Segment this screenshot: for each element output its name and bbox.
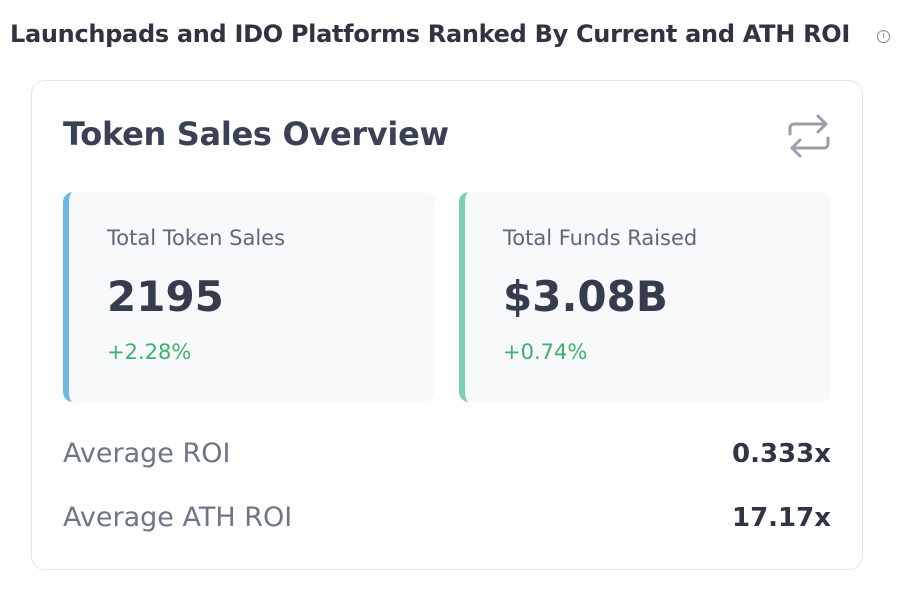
overview-card	[31, 80, 863, 570]
row-value: 0.333x	[731, 439, 831, 469]
card-title: Token Sales Overview	[63, 115, 449, 153]
stat-value: $3.08B	[503, 272, 668, 321]
row-label: Average ROI	[63, 438, 231, 469]
info-icon[interactable]: i	[877, 30, 890, 43]
row-label: Average ATH ROI	[63, 502, 293, 533]
stat-value: 2195	[107, 272, 224, 321]
swap-icon[interactable]	[786, 112, 832, 160]
stat-box: Total Token Sales 2195 +2.28%	[63, 192, 435, 402]
stat-label: Total Funds Raised	[503, 226, 698, 250]
stat-change: +2.28%	[107, 340, 192, 364]
row-value: 17.17x	[731, 503, 831, 533]
stat-box: Total Funds Raised $3.08B +0.74%	[459, 192, 831, 402]
stat-label: Total Token Sales	[107, 226, 286, 250]
page-title: Launchpads and IDO Platforms Ranked By C…	[10, 20, 850, 48]
stat-change: +0.74%	[503, 340, 588, 364]
